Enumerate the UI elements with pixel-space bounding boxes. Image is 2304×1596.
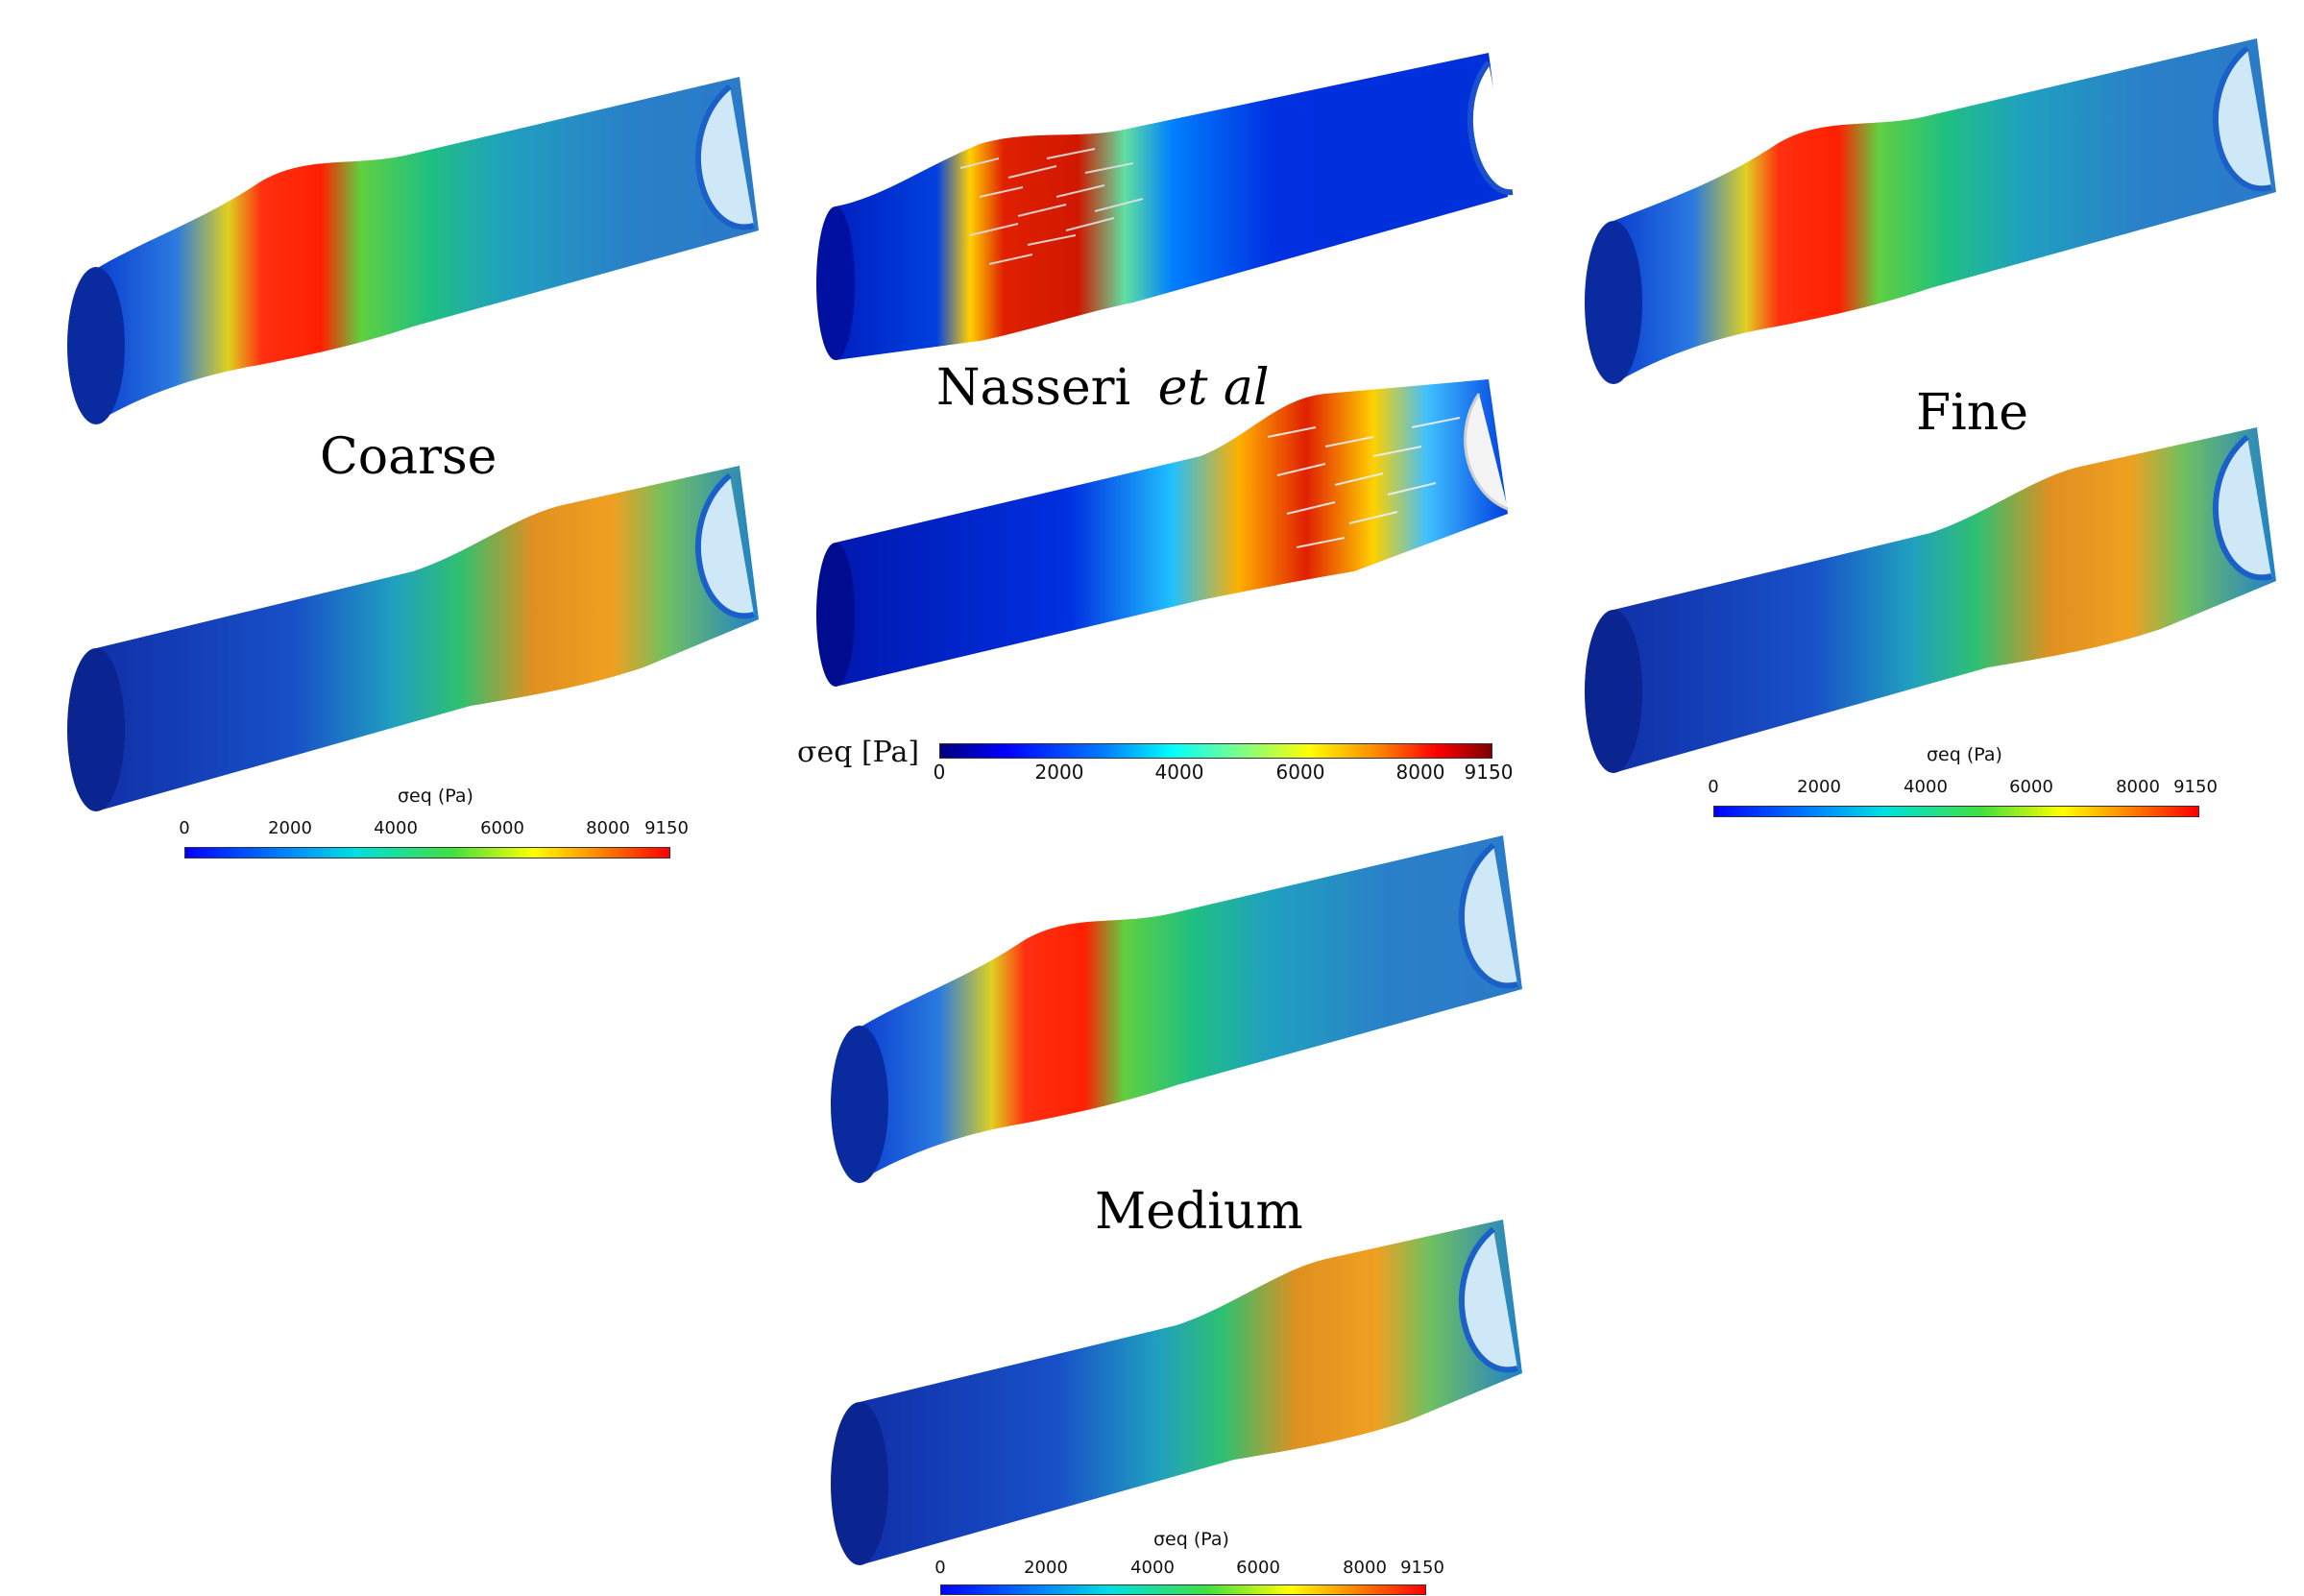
medium-label: Medium (1095, 1183, 1303, 1241)
nasseri-tick: 6000 (1275, 761, 1325, 784)
nasseri-tick: 4000 (1154, 761, 1204, 784)
coarse-tick: 2000 (268, 818, 312, 838)
coarse-tick: 6000 (480, 818, 524, 838)
medium-tick: 0 (934, 1558, 946, 1578)
medium-tick: 4000 (1130, 1558, 1175, 1578)
nasseri-tick: 0 (933, 761, 946, 784)
fine-colorbar-gradient (1713, 806, 2199, 817)
medium-tick: 9150 (1400, 1558, 1444, 1578)
nasseri-tick: 8000 (1395, 761, 1445, 784)
nasseri-colorbar-gradient (939, 743, 1492, 759)
fine-tick: 4000 (1904, 777, 1948, 797)
coarse-label: Coarse (320, 428, 497, 486)
nasseri-tick: 2000 (1034, 761, 1084, 784)
medium-colorbar-title: σeq (Pa) (1153, 1529, 1229, 1550)
nasseri-tick: 9150 (1464, 761, 1514, 784)
nasseri-label-main: Nasseri (936, 359, 1131, 417)
coarse-colorbar: σeq (Pa) 0 2000 4000 6000 8000 9150 (179, 786, 689, 862)
fine-tube-top (1585, 38, 2276, 384)
fine-tick: 2000 (1797, 777, 1841, 797)
fine-label: Fine (1916, 384, 2028, 442)
coarse-tick: 0 (179, 818, 190, 838)
coarse-colorbar-title: σeq (Pa) (398, 786, 473, 807)
coarse-tube-bottom (67, 466, 759, 811)
medium-tube-bottom (831, 1220, 1522, 1565)
medium-tube-top (831, 835, 1522, 1183)
fine-tick: 9150 (2173, 777, 2218, 797)
medium-tick: 6000 (1236, 1558, 1280, 1578)
coarse-tube-top (67, 77, 759, 424)
fine-tick: 8000 (2116, 777, 2160, 797)
nasseri-colorbar: σeq [Pa] 0 2000 4000 6000 8000 9150 (797, 730, 1527, 787)
fine-colorbar: σeq (Pa) 0 2000 4000 6000 8000 9150 (1708, 744, 2218, 821)
medium-colorbar: σeq (Pa) 0 2000 4000 6000 8000 9150 (934, 1529, 1444, 1596)
medium-tick: 8000 (1343, 1558, 1387, 1578)
coarse-colorbar-gradient (184, 847, 670, 858)
fine-tick: 0 (1708, 777, 1719, 797)
nasseri-colorbar-title: σeq [Pa] (797, 736, 920, 769)
coarse-tick: 8000 (586, 818, 630, 838)
medium-colorbar-gradient (940, 1584, 1426, 1595)
medium-tick: 2000 (1024, 1558, 1068, 1578)
nasseri-tube-top (816, 53, 1514, 360)
nasseri-label: Nasseri et al (936, 359, 1270, 417)
coarse-tick: 9150 (644, 818, 689, 838)
fine-tube-bottom (1585, 427, 2276, 773)
nasseri-tube-bottom (816, 379, 1509, 687)
coarse-tick: 4000 (374, 818, 418, 838)
fine-colorbar-title: σeq (Pa) (1927, 744, 2002, 765)
nasseri-label-italic: et al (1157, 359, 1270, 417)
fine-tick: 6000 (2009, 777, 2053, 797)
